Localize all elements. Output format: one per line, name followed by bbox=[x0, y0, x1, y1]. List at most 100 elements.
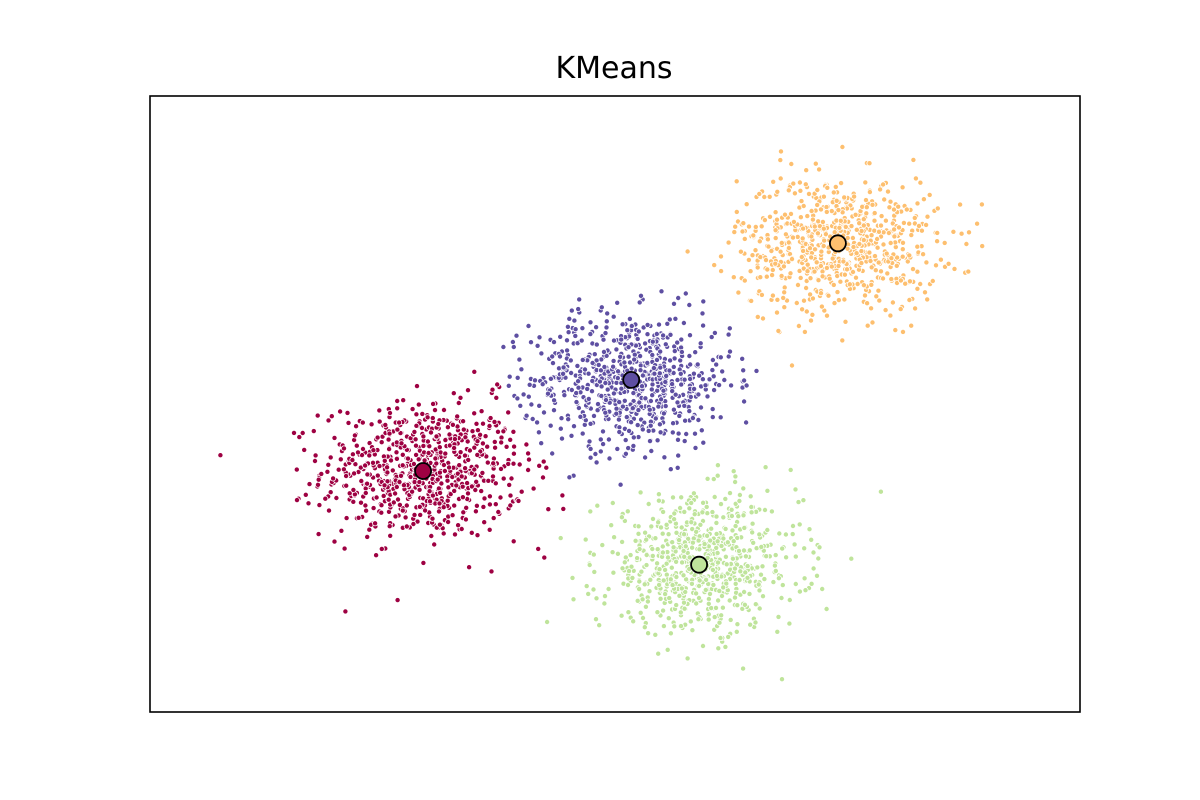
data-point-cluster-2 bbox=[604, 310, 611, 317]
data-point-cluster-4 bbox=[669, 582, 676, 589]
data-point-cluster-3 bbox=[831, 229, 838, 236]
data-point-cluster-3 bbox=[777, 157, 784, 164]
data-point-cluster-3 bbox=[897, 277, 904, 284]
data-point-cluster-2 bbox=[613, 405, 620, 412]
data-point-cluster-3 bbox=[974, 220, 981, 227]
data-point-cluster-3 bbox=[758, 223, 765, 230]
data-point-cluster-2 bbox=[598, 383, 605, 390]
data-point-cluster-1 bbox=[508, 475, 515, 482]
data-point-cluster-3 bbox=[797, 214, 804, 221]
data-point-cluster-3 bbox=[872, 253, 879, 260]
data-point-cluster-4 bbox=[660, 508, 667, 515]
data-point-cluster-3 bbox=[797, 187, 804, 194]
data-point-cluster-1 bbox=[468, 529, 475, 536]
data-point-cluster-4 bbox=[718, 612, 725, 619]
data-point-cluster-2 bbox=[557, 425, 564, 432]
data-point-cluster-2 bbox=[649, 381, 656, 388]
data-point-cluster-2 bbox=[600, 441, 607, 448]
data-point-cluster-2 bbox=[674, 376, 681, 383]
data-point-cluster-1 bbox=[393, 449, 400, 456]
data-point-cluster-2 bbox=[592, 450, 599, 457]
data-point-cluster-4 bbox=[744, 563, 751, 570]
data-point-cluster-3 bbox=[798, 253, 805, 260]
data-point-cluster-1 bbox=[341, 545, 348, 552]
data-point-cluster-4 bbox=[638, 568, 645, 575]
data-point-cluster-4 bbox=[714, 472, 721, 479]
data-point-cluster-4 bbox=[715, 559, 722, 566]
data-point-cluster-3 bbox=[796, 179, 803, 186]
data-point-cluster-2 bbox=[662, 341, 669, 348]
data-point-cluster-4 bbox=[814, 572, 821, 579]
data-point-cluster-3 bbox=[737, 248, 744, 255]
data-point-cluster-2 bbox=[656, 321, 663, 328]
data-point-cluster-3 bbox=[963, 240, 970, 247]
data-point-cluster-2 bbox=[514, 374, 521, 381]
data-point-cluster-3 bbox=[887, 239, 894, 246]
data-point-cluster-3 bbox=[899, 184, 906, 191]
data-point-cluster-3 bbox=[814, 186, 821, 193]
data-point-cluster-2 bbox=[651, 370, 658, 377]
data-point-cluster-4 bbox=[749, 529, 756, 536]
data-point-cluster-3 bbox=[916, 222, 923, 229]
data-point-cluster-3 bbox=[752, 223, 759, 230]
data-point-cluster-1 bbox=[507, 502, 514, 509]
data-point-cluster-3 bbox=[858, 260, 865, 267]
data-point-cluster-3 bbox=[891, 233, 898, 240]
data-point-cluster-1 bbox=[472, 508, 479, 515]
data-point-cluster-2 bbox=[589, 377, 596, 384]
data-point-cluster-3 bbox=[868, 305, 875, 312]
data-point-cluster-2 bbox=[579, 325, 586, 332]
data-point-cluster-1 bbox=[451, 436, 458, 443]
data-point-cluster-2 bbox=[657, 364, 664, 371]
data-point-cluster-2 bbox=[725, 353, 732, 360]
data-point-cluster-1 bbox=[364, 480, 371, 487]
data-point-cluster-4 bbox=[722, 553, 729, 560]
data-point-cluster-4 bbox=[608, 522, 615, 529]
data-point-cluster-3 bbox=[830, 281, 837, 288]
data-point-cluster-3 bbox=[871, 210, 878, 217]
data-point-cluster-4 bbox=[648, 523, 655, 530]
data-point-cluster-1 bbox=[449, 473, 456, 480]
data-point-cluster-3 bbox=[874, 235, 881, 242]
data-point-cluster-1 bbox=[358, 477, 365, 484]
data-point-cluster-3 bbox=[923, 259, 930, 266]
data-point-cluster-3 bbox=[863, 204, 870, 211]
data-point-cluster-3 bbox=[924, 213, 931, 220]
data-point-cluster-2 bbox=[686, 352, 693, 359]
data-point-cluster-3 bbox=[834, 289, 841, 296]
data-point-cluster-1 bbox=[331, 538, 338, 545]
data-point-cluster-4 bbox=[635, 530, 642, 537]
data-point-cluster-1 bbox=[366, 452, 373, 459]
data-point-cluster-3 bbox=[787, 270, 794, 277]
data-point-cluster-1 bbox=[471, 444, 478, 451]
data-point-cluster-3 bbox=[853, 226, 860, 233]
data-point-cluster-2 bbox=[646, 406, 653, 413]
data-point-cluster-1 bbox=[445, 519, 452, 526]
data-point-cluster-3 bbox=[841, 296, 848, 303]
data-point-cluster-2 bbox=[700, 298, 707, 305]
data-point-cluster-3 bbox=[789, 362, 796, 369]
data-point-cluster-2 bbox=[674, 464, 681, 471]
data-point-cluster-2 bbox=[565, 416, 572, 423]
data-point-cluster-3 bbox=[841, 271, 848, 278]
data-point-cluster-4 bbox=[622, 554, 629, 561]
data-point-cluster-2 bbox=[528, 339, 535, 346]
data-point-cluster-2 bbox=[753, 367, 760, 374]
data-point-cluster-1 bbox=[428, 533, 435, 540]
data-point-cluster-4 bbox=[779, 545, 786, 552]
data-point-cluster-2 bbox=[728, 382, 735, 389]
data-point-cluster-4 bbox=[775, 575, 782, 582]
data-point-cluster-4 bbox=[736, 491, 743, 498]
data-point-cluster-4 bbox=[695, 537, 702, 544]
data-point-cluster-1 bbox=[386, 446, 393, 453]
data-point-cluster-3 bbox=[876, 297, 883, 304]
data-point-cluster-2 bbox=[631, 351, 638, 358]
data-point-cluster-3 bbox=[741, 277, 748, 284]
data-point-cluster-4 bbox=[611, 534, 618, 541]
data-point-cluster-1 bbox=[469, 428, 476, 435]
data-point-cluster-2 bbox=[526, 381, 533, 388]
data-point-cluster-4 bbox=[756, 605, 763, 612]
data-point-cluster-3 bbox=[732, 223, 739, 230]
data-point-cluster-2 bbox=[644, 331, 651, 338]
data-point-cluster-2 bbox=[666, 367, 673, 374]
